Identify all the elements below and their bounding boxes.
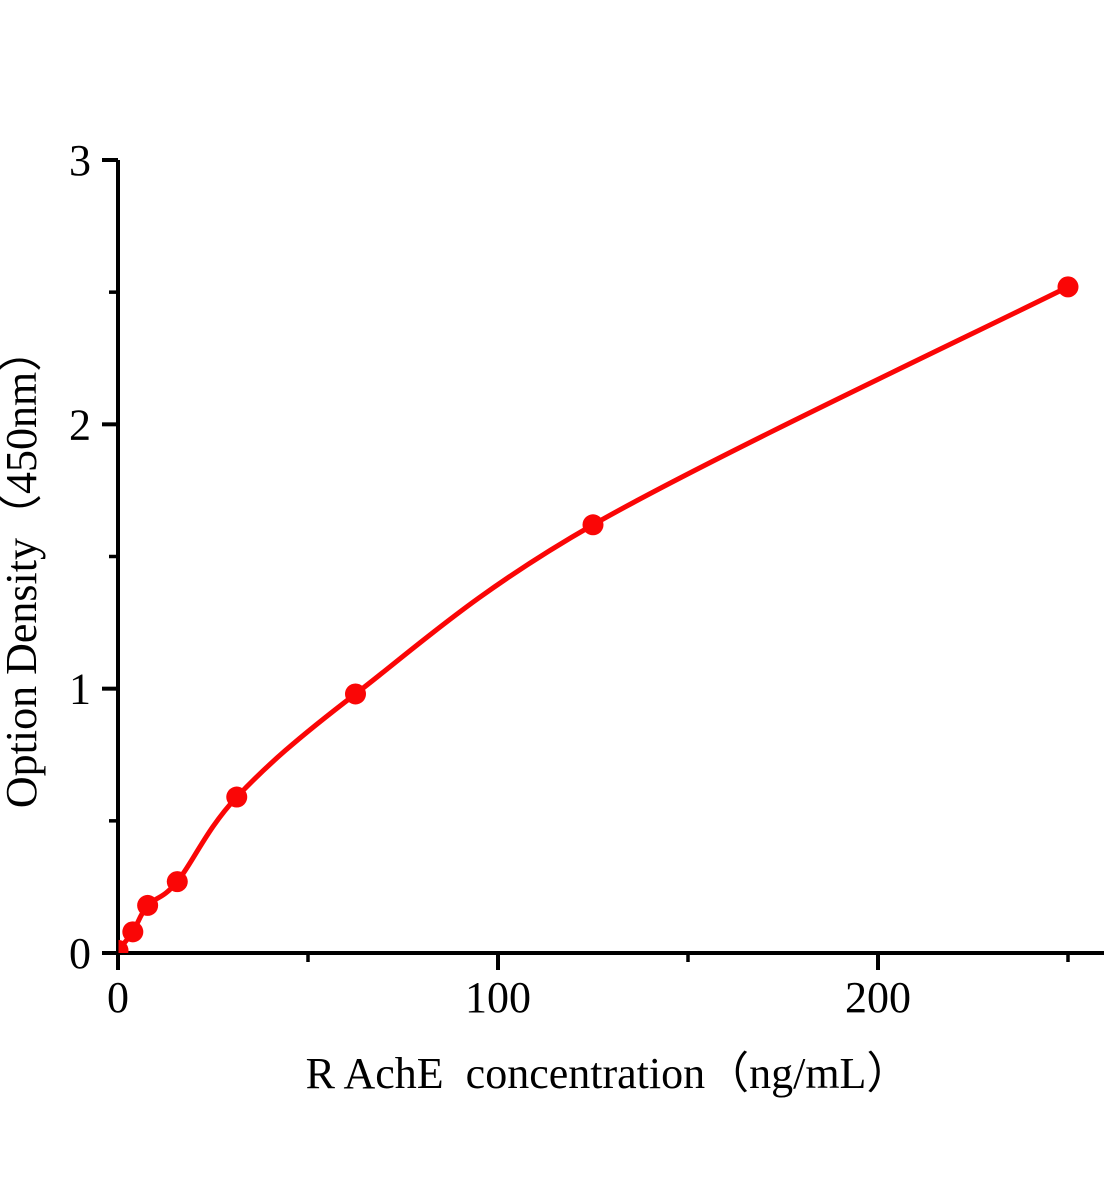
data-point-marker — [118, 939, 129, 953]
fitted-curve-line — [118, 284, 1071, 953]
y-axis-tick-label: 0 — [69, 929, 91, 978]
axis-spines — [116, 160, 1104, 955]
y-axis-tick-label: 1 — [69, 665, 91, 714]
axes-layer: 0 1 2 3 0 100 200 — [69, 136, 1104, 1022]
data-series-layer — [118, 276, 1079, 953]
data-point-marker — [226, 786, 248, 808]
y-axis-tick-label: 2 — [69, 400, 91, 449]
data-point-marker — [137, 894, 159, 916]
x-axis-tick-label: 100 — [465, 973, 531, 1022]
y-axis-tick-label: 3 — [69, 136, 91, 185]
data-point-marker — [166, 871, 188, 893]
data-point-marker — [582, 514, 604, 536]
data-point-marker — [122, 921, 144, 943]
x-axis-title: R AchE concentration（ng/mL） — [306, 1049, 911, 1098]
x-axis-tick-label: 0 — [107, 973, 129, 1022]
data-point-marker — [1057, 276, 1079, 298]
data-point-marker — [345, 683, 366, 705]
y-axis-title: Option Density（450nm） — [0, 328, 46, 808]
x-axis-tick-label: 200 — [845, 973, 911, 1022]
